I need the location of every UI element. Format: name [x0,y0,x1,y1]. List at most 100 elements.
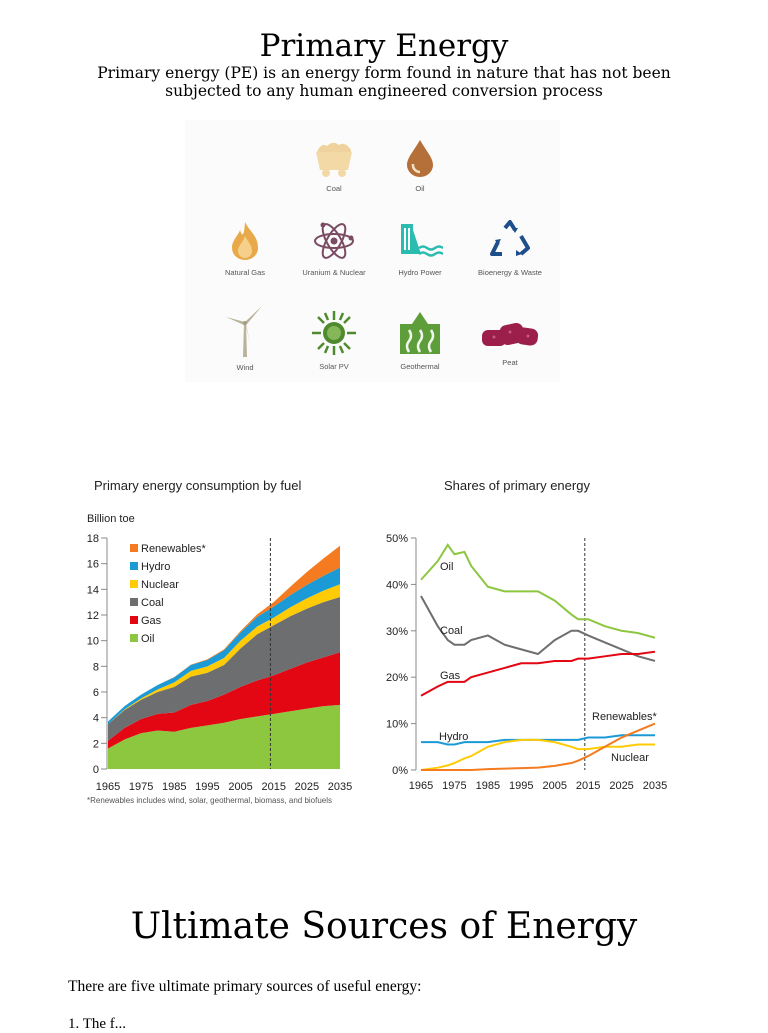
y-tick-label: 8 [93,661,99,673]
area-hydro [108,567,340,725]
y-tick-label: 18 [87,533,99,545]
geothermal-tile: Geothermal [380,310,460,371]
series-label: Gas [440,670,461,682]
legend-label: Gas [141,615,162,627]
y-tick-label: 10 [87,636,99,648]
icon-label: Natural Gas [224,268,266,277]
line-gas [420,650,656,697]
y-tick-label: 6 [93,687,99,699]
x-tick-label: 2035 [328,781,352,793]
x-tick-label: 1975 [442,780,466,792]
y-tick-label: 50% [386,533,408,545]
flame-icon [232,222,258,260]
consumption-by-fuel-chart: 0 2 4 6 8 10 12 14 16 18 1965 1975 1985 1995 2005 2015 2… [87,533,352,793]
recycle-icon [490,220,530,256]
bioenergy-waste-tile: Bioenergy & Waste [470,220,550,277]
x-tick-label: 1985 [476,780,500,792]
oil-drop-icon [407,140,433,177]
coal-tile: Coal [294,138,374,193]
icon-label: Uranium & Nuclear [302,268,366,277]
area-coal [108,597,340,741]
legend-label: Renewables* [141,543,207,555]
icon-label: Oil [415,184,425,193]
chart1-title: Primary energy consumption by fuel [94,478,302,493]
icon-label: Wind [236,363,254,372]
series-label: Renewables* [592,711,658,723]
series-label: Coal [440,625,463,637]
sun-icon [312,311,356,355]
line-renewables [421,722,656,771]
x-tick-label: 1965 [96,781,120,793]
hydro-dam-icon [401,224,443,257]
series-label: Oil [440,561,453,573]
x-tick-label: 2015 [576,780,600,792]
wind-turbine-icon [226,306,262,357]
y-tick-label: 0% [392,765,408,777]
x-tick-label: 2025 [609,780,633,792]
x-tick-label: 2005 [228,781,252,793]
oil-tile: Oil [380,138,460,193]
chart1-ylabel: Billion toe [87,513,135,525]
geothermal-icon [400,312,440,354]
x-tick-label: 1995 [509,780,533,792]
legend-swatch [130,580,138,588]
icon-label: Solar PV [319,362,349,371]
section-heading: Ultimate Sources of Energy [130,906,638,947]
x-tick-label: 1965 [409,780,433,792]
legend-swatch [130,616,138,624]
page-subtitle: Primary energy (PE) is an energy form fo… [97,64,671,100]
area-nuclear [108,584,340,725]
solar-pv-tile: Solar PV [294,310,374,371]
atom-icon [314,222,354,259]
peat-tile: Peat [470,318,550,367]
chart-footnote: *Renewables includes wind, solar, geothe… [87,796,333,805]
legend-label: Nuclear [141,579,179,591]
shares-of-primary-energy-chart: 0% 10% 20% 30% 40% 50% 1965 1975 1985 1995 2005 201… [386,533,667,792]
legend-swatch [130,598,138,606]
uranium-nuclear-tile: Uranium & Nuclear [294,220,374,277]
legend-swatch [130,544,138,552]
area-oil [108,704,340,769]
legend-label: Hydro [141,561,170,573]
line-nuclear [420,738,655,771]
y-tick-label: 2 [93,738,99,750]
y-tick-label: 16 [87,559,99,571]
y-tick-label: 30% [386,626,408,638]
y-tick-label: 0 [93,764,99,776]
y-tick-label: 40% [386,579,408,591]
area-gas [108,652,340,749]
icon-label: Bioenergy & Waste [478,268,542,277]
list-item: 1. The f... [68,1016,127,1032]
icon-label: Geothermal [400,362,440,371]
y-tick-label: 10% [386,719,408,731]
peat-icon [482,323,539,346]
legend-swatch [130,562,138,570]
section-text: There are five ultimate primary sources … [68,978,422,995]
y-tick-label: 12 [87,610,99,622]
icon-label: Hydro Power [398,268,442,277]
coal-cart-icon [316,142,352,177]
x-tick-label: 1985 [162,781,186,793]
x-tick-label: 2005 [542,780,566,792]
x-tick-label: 2015 [261,781,285,793]
icon-label: Peat [502,358,518,367]
y-tick-label: 4 [93,713,99,725]
natural-gas-tile: Natural Gas [205,220,285,277]
x-tick-label: 1995 [195,781,219,793]
page-title: Primary Energy [259,28,509,64]
chart2-title: Shares of primary energy [444,478,590,493]
legend-swatch [130,634,138,642]
y-tick-label: 20% [386,672,408,684]
line-oil [420,543,656,639]
series-label: Hydro [439,731,468,743]
line-coal [420,595,656,662]
icon-label: Coal [326,184,342,193]
x-tick-label: 2025 [295,781,319,793]
hydro-power-tile: Hydro Power [380,220,460,277]
x-tick-label: 2035 [643,780,667,792]
legend-label: Oil [141,633,154,645]
x-tick-label: 1975 [129,781,153,793]
wind-tile: Wind [205,305,285,372]
legend-label: Coal [141,597,164,609]
y-tick-label: 14 [87,584,99,596]
